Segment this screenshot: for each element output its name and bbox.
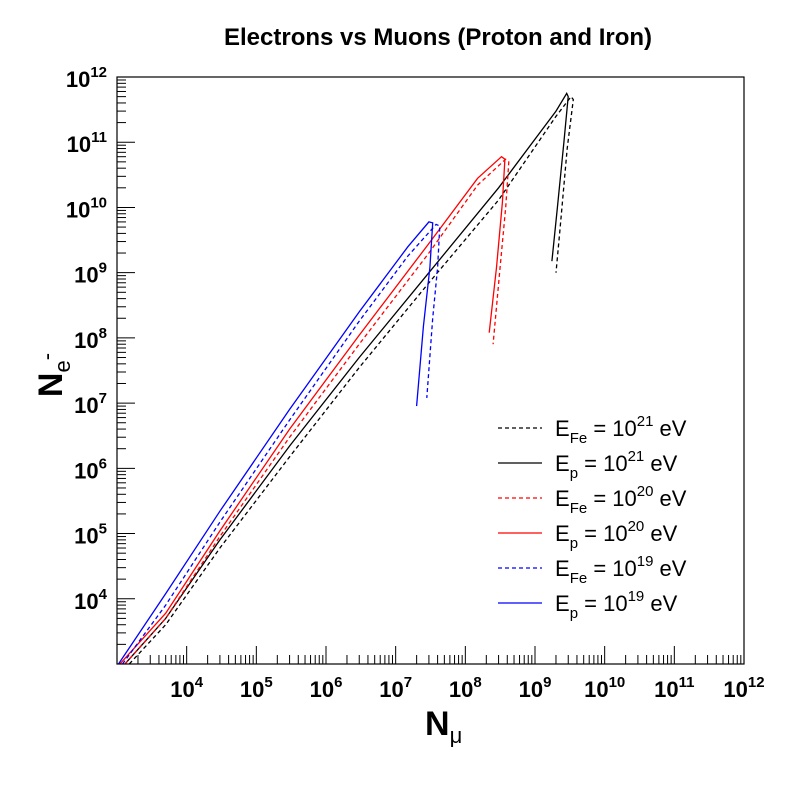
axis-tick-labels: 104 105 106 107 108 109 1010 1011 1012 104 105 106 1…: [66, 64, 765, 702]
x-tick-label: 104: [170, 674, 203, 702]
x-tick-label: 109: [519, 674, 552, 702]
legend-label-2: EFe = 1020 eV: [555, 483, 687, 517]
series-line-5: [117, 221, 434, 664]
y-axis-title: Ne-: [32, 353, 75, 397]
legend-label-4: EFe = 1019 eV: [555, 553, 687, 587]
series-line-3: [119, 155, 506, 664]
x-tick-label: 1012: [723, 674, 764, 702]
x-tick-label: 1011: [654, 674, 694, 702]
chart-title: Electrons vs Muons (Proton and Iron): [224, 24, 652, 51]
x-tick-label: 106: [310, 674, 343, 702]
x-axis-title: Nμ: [425, 705, 462, 748]
x-axis-title-sub: μ: [450, 723, 463, 748]
series-line-2: [124, 158, 510, 664]
x-tick-label: 1010: [584, 674, 625, 702]
y-axis-title-base: N: [32, 373, 70, 398]
y-axis-title-group: Ne-: [32, 353, 75, 397]
series-line-1: [124, 92, 569, 664]
x-tick-label: 107: [379, 674, 412, 702]
y-axis-title-sub: e: [50, 360, 75, 372]
y-tick-label: 1010: [66, 194, 107, 222]
legend-label-1: Ep = 1021 eV: [555, 448, 678, 482]
y-tick-label: 1012: [66, 64, 107, 92]
y-tick-label: 1011: [67, 129, 107, 157]
series-line-4: [121, 223, 441, 664]
series-line-0: [128, 95, 574, 664]
y-tick-label: 105: [74, 521, 107, 549]
x-tick-label: 108: [449, 674, 482, 702]
y-axis-title-sup: -: [34, 353, 59, 360]
legend-label-0: EFe = 1021 eV: [555, 413, 687, 447]
y-tick-label: 109: [74, 260, 107, 288]
legend-label-3: Ep = 1020 eV: [555, 518, 678, 552]
plot-area: [117, 92, 574, 664]
legend-label-5: Ep = 1019 eV: [555, 588, 678, 622]
axis-ticks: [116, 79, 742, 665]
x-tick-label: 105: [240, 674, 273, 702]
plot-frame: [116, 76, 745, 665]
x-axis-title-base: N: [425, 705, 450, 743]
y-tick-label: 107: [74, 390, 107, 418]
y-tick-label: 106: [74, 455, 107, 483]
y-tick-label: 104: [74, 586, 107, 614]
y-tick-label: 108: [74, 325, 107, 353]
